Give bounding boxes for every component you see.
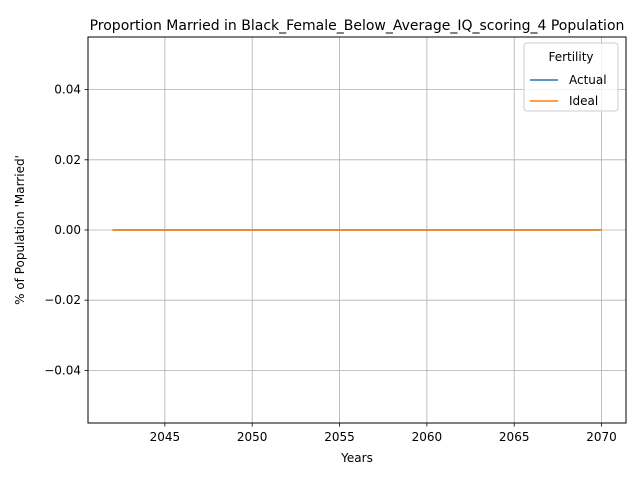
y-tick-label: 0.02	[54, 153, 81, 167]
legend-box	[523, 42, 619, 112]
y-axis-label: % of Population 'Married'	[13, 155, 27, 305]
x-tick-label: 2060	[412, 430, 443, 444]
x-tick-label: 2045	[150, 430, 181, 444]
chart-title: Proportion Married in Black_Female_Below…	[90, 18, 625, 34]
x-axis-label: Years	[340, 451, 373, 465]
y-tick-label: −0.04	[44, 363, 81, 377]
legend: Fertility Actual Ideal	[523, 42, 619, 112]
y-tick-label: 0.00	[54, 223, 81, 237]
x-tick-label: 2055	[324, 430, 355, 444]
y-tick-label: 0.04	[54, 83, 81, 97]
x-tick-label: 2065	[499, 430, 530, 444]
y-tick-label: −0.02	[44, 293, 81, 307]
x-tick-label: 2050	[237, 430, 268, 444]
y-axis: −0.04 −0.02 0.00 0.02 0.04	[44, 83, 88, 377]
x-axis: 2045 2050 2055 2060 2065 2070	[150, 423, 617, 444]
legend-label-ideal: Ideal	[569, 94, 598, 108]
legend-title: Fertility	[548, 50, 593, 64]
legend-label-actual: Actual	[569, 73, 607, 87]
x-tick-label: 2070	[586, 430, 617, 444]
